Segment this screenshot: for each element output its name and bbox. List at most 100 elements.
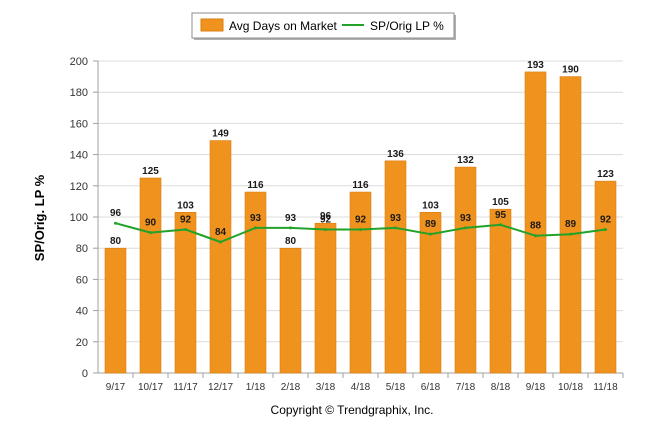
y-tick-label: 200: [70, 56, 88, 68]
line-point: [149, 231, 152, 235]
line-value-label: 92: [600, 214, 612, 225]
bar-value-label: 105: [492, 197, 509, 208]
data-labels: 80 125 103 149 116 80 96 116 136 103 132 105 193 190 1…: [110, 60, 614, 247]
line-point: [534, 234, 537, 238]
line-series: [114, 221, 607, 244]
bar-value-label: 103: [422, 200, 439, 211]
line-point: [359, 227, 362, 231]
line-point: [604, 227, 607, 231]
x-tick-label: 11/18: [593, 382, 618, 393]
copyright-text: Copyright © Trendgraphix, Inc.: [271, 403, 434, 417]
bar-value-label: 149: [212, 129, 229, 140]
bar: [349, 191, 372, 374]
line-point: [289, 226, 292, 230]
y-axis-title: SP/Orig. LP %: [32, 174, 47, 261]
line-value-label: 89: [565, 219, 577, 230]
bar-value-label: 116: [352, 180, 369, 191]
bar: [524, 71, 547, 374]
bar-value-label: 123: [597, 169, 614, 180]
bar: [104, 247, 127, 374]
line-point: [429, 232, 432, 236]
line-value-label: 92: [180, 214, 192, 225]
legend-label-avg-days-on-market: Avg Days on Market: [229, 19, 337, 33]
bar: [559, 76, 582, 374]
y-tick-label: 180: [70, 87, 88, 99]
bar-value-label: 125: [142, 166, 159, 177]
line-point: [184, 227, 187, 231]
line-value-label: 93: [285, 213, 297, 224]
y-tick-label: 20: [76, 337, 88, 349]
bar-series: [104, 71, 617, 374]
x-tick-label: 4/18: [351, 382, 371, 393]
line-point: [394, 226, 397, 230]
line-point: [569, 232, 572, 236]
bar: [489, 208, 512, 374]
bar: [174, 212, 197, 374]
line-value-label: 93: [390, 213, 402, 224]
x-tick-label: 1/18: [246, 382, 266, 393]
x-tick-label: 11/17: [173, 382, 198, 393]
x-tick-label: 10/18: [558, 382, 583, 393]
line-value-label: 93: [460, 213, 472, 224]
line-value-label: 95: [495, 210, 507, 221]
bar: [454, 166, 477, 374]
y-tick-label: 0: [82, 368, 88, 380]
x-tick-label: 2/18: [281, 382, 301, 393]
line-value-label: 96: [110, 208, 122, 219]
line-value-label: 92: [355, 214, 367, 225]
legend-swatch-avg-days-on-market: [200, 18, 224, 32]
line-value-label: 88: [530, 221, 542, 232]
bar: [384, 160, 407, 374]
line-point: [254, 226, 257, 230]
bar-value-label: 190: [562, 65, 579, 76]
x-tick-label: 8/18: [491, 382, 511, 393]
line-value-label: 90: [145, 218, 157, 229]
line-point: [499, 223, 502, 227]
bar: [419, 212, 442, 374]
bar-value-label: 103: [177, 200, 194, 211]
line-point: [324, 227, 327, 231]
legend-label-sp-orig-lp: SP/Orig LP %: [370, 19, 444, 33]
bar-value-label: 132: [457, 155, 474, 166]
bar-value-label: 136: [387, 149, 404, 160]
bar-value-label: 80: [285, 236, 297, 247]
y-tick-label: 140: [70, 150, 88, 162]
line-value-label: 89: [425, 219, 437, 230]
legend: Avg Days on Market SP/Orig LP %: [191, 12, 456, 40]
y-axis-ticks: 0 20 40 60 80 100 120 140 160 180 200: [70, 56, 98, 380]
y-tick-label: 100: [70, 212, 88, 224]
bar-value-label: 80: [110, 236, 122, 247]
legend-box: [191, 12, 455, 39]
line-point: [464, 226, 467, 230]
bar: [139, 177, 162, 374]
y-tick-label: 120: [70, 181, 88, 193]
x-tick-label: 6/18: [421, 382, 441, 393]
x-tick-label: 7/18: [456, 382, 476, 393]
bar: [244, 191, 267, 374]
line-value-label: 93: [250, 213, 262, 224]
x-tick-label: 5/18: [386, 382, 406, 393]
x-axis-ticks: 9/17 10/17 11/17 12/17 1/18 2/18 3/18 4/18 5/18 6…: [106, 373, 624, 393]
bar-value-label: 116: [247, 180, 264, 191]
x-tick-label: 9/18: [526, 382, 546, 393]
bar: [279, 247, 302, 374]
bar: [314, 222, 337, 374]
line-point: [219, 240, 222, 244]
line-point: [114, 221, 117, 225]
x-tick-label: 9/17: [106, 382, 126, 393]
y-tick-label: 160: [70, 118, 88, 130]
y-tick-label: 40: [76, 306, 88, 318]
x-tick-label: 12/17: [208, 382, 233, 393]
y-tick-label: 60: [76, 274, 88, 286]
x-tick-label: 10/17: [138, 382, 163, 393]
bar: [594, 180, 617, 374]
bar-value-label: 193: [527, 60, 544, 71]
bar-value-label: 96: [320, 211, 332, 222]
y-tick-label: 80: [76, 243, 88, 255]
bar: [209, 140, 232, 374]
line-value-label: 92: [320, 214, 332, 225]
line-value-label: 84: [215, 227, 227, 238]
x-tick-label: 3/18: [316, 382, 336, 393]
